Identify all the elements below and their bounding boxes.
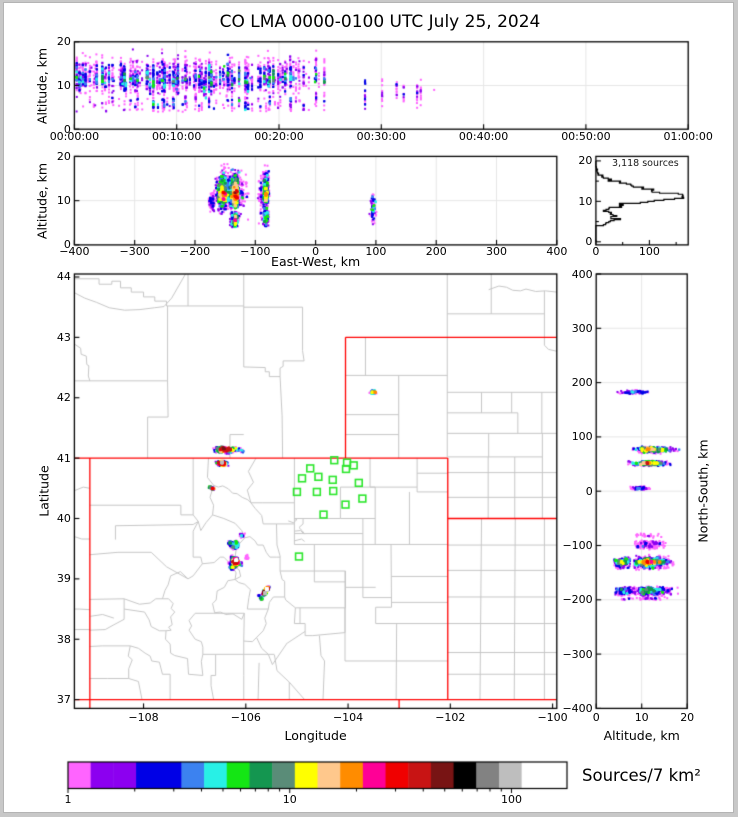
tick-label: 400 bbox=[571, 267, 593, 281]
tick-label: 20 bbox=[56, 35, 71, 49]
tick-label: 0 bbox=[63, 122, 71, 136]
tick-label: 0 bbox=[63, 238, 71, 252]
tick-label: 0 bbox=[312, 245, 320, 259]
tick-label: 20 bbox=[680, 710, 695, 724]
tick-label: 200 bbox=[571, 376, 593, 390]
tick-label: 39 bbox=[56, 572, 71, 586]
tick-label: 400 bbox=[546, 245, 568, 259]
tick-label: −108 bbox=[128, 710, 159, 724]
tick-label: 10 bbox=[634, 710, 649, 724]
tick-label: 300 bbox=[486, 245, 508, 259]
tick-label: 0 bbox=[592, 245, 600, 259]
tick-label: 1 bbox=[64, 792, 72, 806]
plan-view-ylabel: Latitude bbox=[36, 465, 52, 517]
source-count-annotation: 3,118 sources bbox=[612, 158, 679, 169]
tick-label: −400 bbox=[59, 245, 90, 259]
tick-label: 00:20:00 bbox=[254, 129, 304, 143]
tick-label: 0 bbox=[585, 484, 593, 498]
ns-altitude-xlabel: Altitude, km bbox=[603, 728, 680, 743]
plan-view-xlabel: Longitude bbox=[284, 728, 347, 743]
tick-label: 100 bbox=[571, 430, 593, 444]
ns-altitude-ylabel: North-South, km bbox=[695, 439, 711, 543]
tick-label: 42 bbox=[56, 391, 71, 405]
tick-label: 40 bbox=[56, 511, 71, 525]
tick-label: −102 bbox=[435, 710, 466, 724]
ew-altitude-xlabel: East-West, km bbox=[271, 254, 361, 269]
tick-label: 00:30:00 bbox=[356, 129, 406, 143]
tick-label: −200 bbox=[562, 593, 593, 607]
tick-label: −104 bbox=[332, 710, 364, 724]
tick-label: 38 bbox=[56, 632, 71, 646]
tick-label: −400 bbox=[562, 701, 593, 715]
tick-label: −100 bbox=[537, 710, 568, 724]
tick-label: 43 bbox=[56, 330, 71, 344]
time-altitude-ylabel: Altitude, km bbox=[34, 47, 50, 124]
tick-label: 20 bbox=[578, 154, 593, 168]
tick-label: 0 bbox=[585, 235, 593, 249]
tick-label: −100 bbox=[562, 539, 593, 552]
colorbar-label: Sources/7 km² bbox=[582, 766, 701, 785]
figure-title: CO LMA 0000-0100 UTC July 25, 2024 bbox=[219, 12, 541, 32]
tick-label: 0 bbox=[592, 710, 600, 724]
tick-label: 200 bbox=[425, 245, 447, 259]
tick-label: −200 bbox=[179, 245, 211, 259]
tick-label: 00:50:00 bbox=[561, 129, 611, 143]
tick-label: 10 bbox=[578, 194, 593, 208]
tick-label: −100 bbox=[240, 245, 271, 259]
tick-label: 20 bbox=[56, 149, 71, 163]
tick-label: 10 bbox=[56, 79, 71, 92]
ew-altitude-ylabel: Altitude, km bbox=[34, 162, 50, 239]
tick-label: −106 bbox=[230, 710, 261, 724]
tick-label: 100 bbox=[638, 245, 660, 259]
tick-label: 37 bbox=[56, 693, 71, 707]
tick-label: 00:10:00 bbox=[151, 129, 202, 143]
tick-label: 44 bbox=[56, 270, 71, 284]
tick-label: 10 bbox=[282, 792, 297, 806]
tick-label: 100 bbox=[365, 245, 387, 259]
tick-label: 01:00:00 bbox=[663, 129, 713, 143]
tick-label: 10 bbox=[56, 194, 71, 208]
tick-label: 100 bbox=[500, 792, 522, 806]
tick-label: 00:40:00 bbox=[458, 129, 509, 143]
tick-label: −300 bbox=[119, 245, 150, 259]
tick-label: 41 bbox=[56, 451, 71, 465]
tick-label: 00:00:00 bbox=[49, 129, 100, 143]
tick-label: −300 bbox=[562, 647, 593, 661]
tick-label: 300 bbox=[571, 321, 593, 335]
